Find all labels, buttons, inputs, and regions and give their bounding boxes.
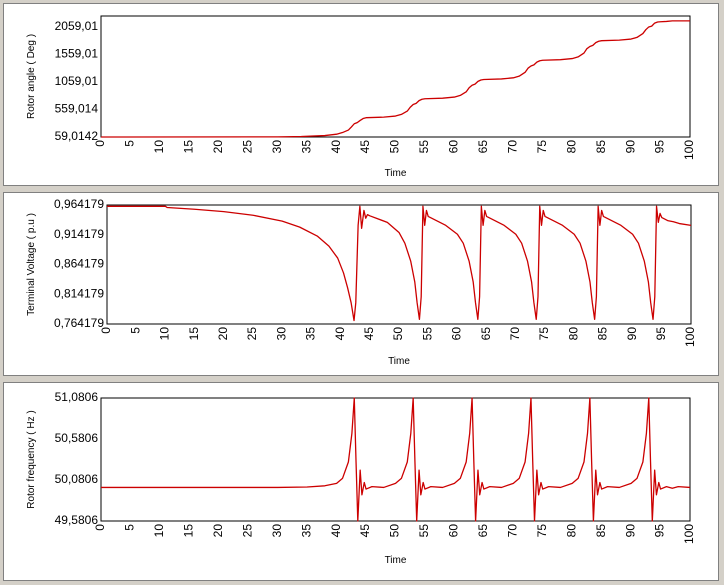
terminal-voltage-y-tick-label: 0,764179 xyxy=(54,316,104,330)
terminal-voltage-y-tick-label: 0,864179 xyxy=(54,257,104,271)
rotor-angle-x-tick-label: 55 xyxy=(417,140,431,154)
rotor-frequency-plot-area xyxy=(100,397,691,522)
terminal-voltage-x-tick-label: 90 xyxy=(625,327,639,341)
rotor-frequency-y-tick-label: 49,5806 xyxy=(55,513,99,527)
rotor-angle-x-tick-label: 70 xyxy=(505,140,519,154)
rotor-angle-x-tick-label: 85 xyxy=(594,140,608,154)
terminal-voltage-x-tick-label: 65 xyxy=(479,327,493,341)
rotor-angle-x-tick-label: 10 xyxy=(152,140,166,154)
terminal-voltage-x-tick-label: 80 xyxy=(566,327,580,341)
rotor-frequency-x-tick-label: 40 xyxy=(329,524,343,538)
rotor-angle-series-line xyxy=(100,20,690,138)
terminal-voltage-series-line xyxy=(107,205,692,322)
terminal-voltage-x-tick-label: 50 xyxy=(391,327,405,341)
terminal-voltage-x-tick-label: 35 xyxy=(304,327,318,341)
rotor-angle-x-tick-label: 15 xyxy=(182,140,196,154)
rotor-angle-x-tick-label: 75 xyxy=(535,140,549,154)
rotor-angle-x-tick-label: 30 xyxy=(270,140,284,154)
terminal-voltage-x-tick-label: 75 xyxy=(537,327,551,341)
rotor-frequency-x-tick-label: 75 xyxy=(535,524,549,538)
rotor-frequency-x-tick-label: 90 xyxy=(623,524,637,538)
rotor-frequency-x-tick-label: 65 xyxy=(476,524,490,538)
rotor-frequency-y-tick-label: 51,0806 xyxy=(55,390,99,404)
terminal-voltage-x-tick-label: 25 xyxy=(245,327,259,341)
terminal-voltage-y-tick-label: 0,814179 xyxy=(54,286,104,300)
rotor-frequency-x-tick-label: 95 xyxy=(653,524,667,538)
rotor-angle-x-axis-label: Time xyxy=(385,168,407,179)
rotor-frequency-y-axis-label: Rotor frequency ( Hz ) xyxy=(26,410,37,508)
rotor-frequency-x-tick-label: 60 xyxy=(447,524,461,538)
rotor-angle-x-tick-label: 0 xyxy=(93,140,107,147)
rotor-frequency-x-tick-label: 20 xyxy=(211,524,225,538)
terminal-voltage-x-tick-label: 30 xyxy=(274,327,288,341)
terminal-voltage-y-tick-label: 0,964179 xyxy=(54,197,104,211)
terminal-voltage-x-tick-label: 10 xyxy=(158,327,172,341)
rotor-angle-y-tick-label: 1059,01 xyxy=(55,74,99,88)
rotor-angle-x-tick-label: 80 xyxy=(564,140,578,154)
terminal-voltage-x-tick-label: 60 xyxy=(450,327,464,341)
terminal-voltage-x-tick-label: 55 xyxy=(420,327,434,341)
terminal-voltage-x-tick-label: 0 xyxy=(99,327,113,334)
rotor-frequency-x-tick-label: 70 xyxy=(505,524,519,538)
rotor-angle-x-tick-label: 90 xyxy=(623,140,637,154)
rotor-angle-x-tick-label: 5 xyxy=(123,140,137,147)
rotor-frequency-x-tick-label: 80 xyxy=(564,524,578,538)
rotor-angle-x-tick-label: 95 xyxy=(653,140,667,154)
terminal-voltage-x-tick-label: 95 xyxy=(654,327,668,341)
terminal-voltage-chart: 0,964179 0,914179 0,864179 0,814179 0,764179… xyxy=(26,197,697,367)
terminal-voltage-x-tick-label: 100 xyxy=(683,327,697,347)
rotor-angle-x-tick-label: 40 xyxy=(329,140,343,154)
rotor-angle-x-tick-label: 65 xyxy=(476,140,490,154)
rotor-frequency-x-tick-label: 0 xyxy=(93,524,107,531)
rotor-angle-x-tick-label: 60 xyxy=(447,140,461,154)
terminal-voltage-x-tick-label: 15 xyxy=(187,327,201,341)
rotor-angle-chart-panel: 2059,01 1559,01 1059,01 559,014 59,0142 0 5 10 1… xyxy=(3,3,719,186)
terminal-voltage-y-axis-label: Terminal Voltage ( p.u ) xyxy=(26,213,37,316)
rotor-frequency-x-axis-label: Time xyxy=(385,555,407,566)
terminal-voltage-chart-panel: 0,964179 0,914179 0,864179 0,814179 0,764179… xyxy=(3,192,719,376)
rotor-frequency-x-tick-label: 85 xyxy=(594,524,608,538)
rotor-frequency-x-tick-label: 45 xyxy=(358,524,372,538)
rotor-frequency-x-tick-label: 30 xyxy=(270,524,284,538)
rotor-angle-x-tick-label: 35 xyxy=(299,140,313,154)
rotor-frequency-x-tick-label: 5 xyxy=(123,524,137,531)
rotor-angle-x-tick-label: 45 xyxy=(358,140,372,154)
rotor-angle-y-tick-label: 559,014 xyxy=(55,102,99,116)
rotor-angle-x-tick-label: 50 xyxy=(388,140,402,154)
rotor-frequency-x-tick-label: 55 xyxy=(417,524,431,538)
terminal-voltage-y-tick-label: 0,914179 xyxy=(54,227,104,241)
rotor-frequency-y-tick-label: 50,5806 xyxy=(55,431,99,445)
rotor-frequency-chart-panel: 51,0806 50,5806 50,0806 49,5806 0 5 10 15 20 25 30… xyxy=(3,382,719,581)
terminal-voltage-plot-area xyxy=(106,204,692,325)
rotor-angle-y-axis-label: Rotor angle ( Deg ) xyxy=(26,34,37,119)
terminal-voltage-x-tick-label: 40 xyxy=(333,327,347,341)
rotor-frequency-y-tick-label: 50,0806 xyxy=(55,472,99,486)
terminal-voltage-x-tick-label: 20 xyxy=(216,327,230,341)
terminal-voltage-x-tick-label: 5 xyxy=(128,327,142,334)
terminal-voltage-x-tick-label: 45 xyxy=(362,327,376,341)
rotor-angle-plot-area xyxy=(100,15,691,138)
rotor-angle-x-tick-label: 20 xyxy=(211,140,225,154)
terminal-voltage-x-tick-label: 70 xyxy=(508,327,522,341)
terminal-voltage-x-tick-label: 85 xyxy=(596,327,610,341)
rotor-angle-x-tick-label: 100 xyxy=(682,140,696,160)
rotor-angle-y-tick-label: 59,0142 xyxy=(55,129,99,143)
rotor-frequency-series-line xyxy=(101,397,691,522)
rotor-frequency-x-tick-label: 35 xyxy=(299,524,313,538)
rotor-frequency-x-tick-label: 100 xyxy=(682,524,696,544)
rotor-frequency-x-tick-label: 10 xyxy=(152,524,166,538)
rotor-angle-y-tick-label: 2059,01 xyxy=(55,19,99,33)
rotor-frequency-x-tick-label: 50 xyxy=(388,524,402,538)
rotor-angle-x-tick-label: 25 xyxy=(240,140,254,154)
rotor-frequency-x-tick-label: 15 xyxy=(182,524,196,538)
rotor-frequency-x-tick-label: 25 xyxy=(240,524,254,538)
rotor-angle-y-tick-label: 1559,01 xyxy=(55,47,99,61)
terminal-voltage-x-axis-label: Time xyxy=(388,356,410,367)
